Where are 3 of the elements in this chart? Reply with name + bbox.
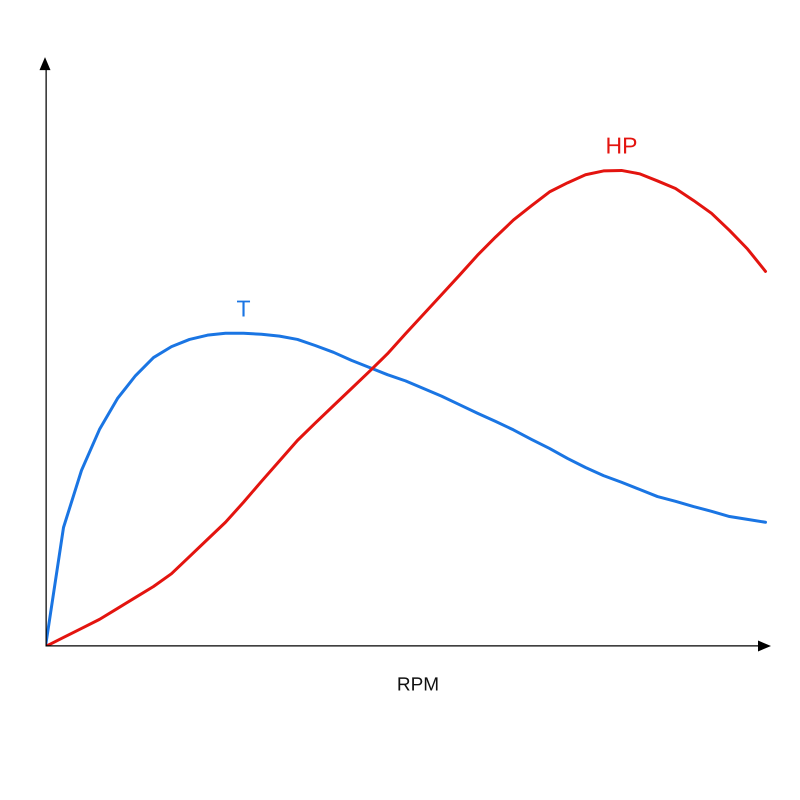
series-label: T [236, 295, 251, 322]
x-axis-title: RPM [396, 674, 440, 696]
series-label: HP [606, 132, 638, 158]
